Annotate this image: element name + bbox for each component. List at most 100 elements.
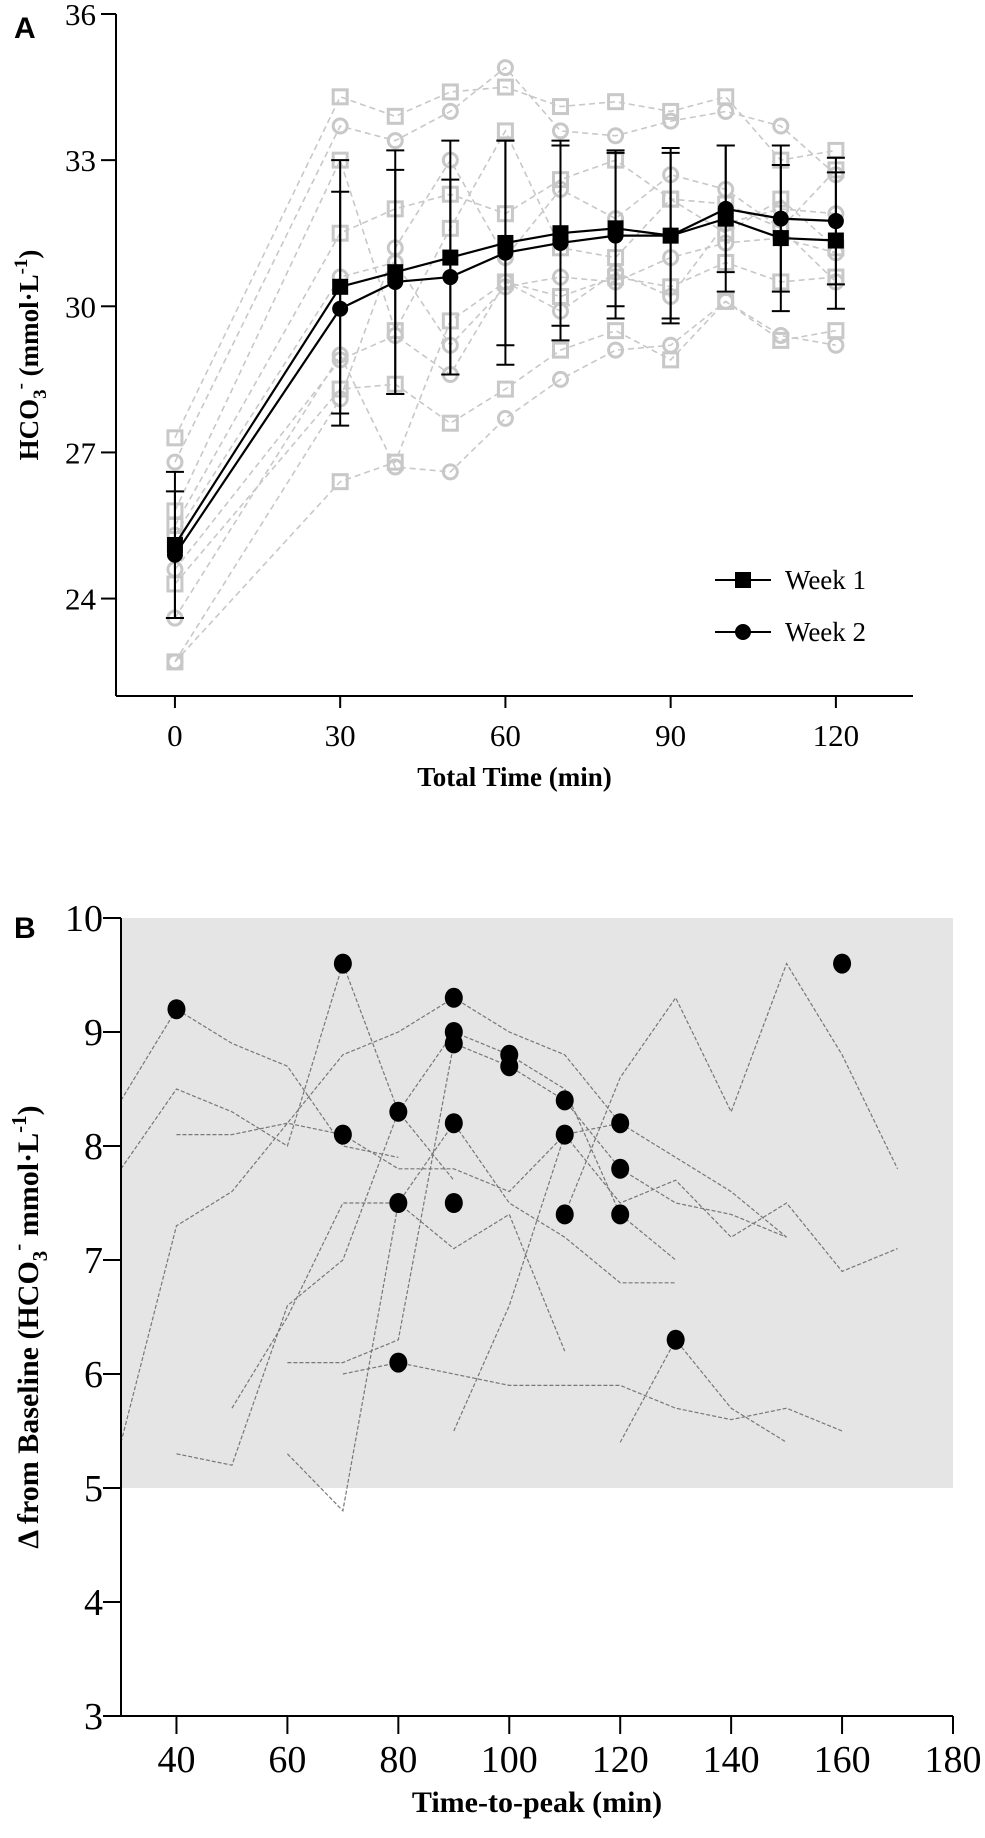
week2-marker — [607, 227, 624, 244]
peak-point — [333, 1124, 352, 1145]
normal-range-band — [122, 918, 953, 1488]
panel-a-label: A — [14, 12, 36, 45]
individual-trace — [174, 66, 837, 463]
week2-marker — [497, 244, 514, 261]
y-tick-label: 30 — [65, 289, 96, 324]
y-tick-label: 6 — [84, 1354, 103, 1396]
individual-trace — [453, 1133, 898, 1432]
individual-square-marker — [717, 88, 735, 106]
y-tick-label: 3 — [84, 1696, 103, 1738]
individual-circle-marker — [607, 341, 625, 359]
peak-point — [444, 1033, 463, 1054]
individual-circle-marker — [496, 409, 514, 427]
individual-trace — [174, 300, 837, 585]
peak-point — [333, 953, 352, 974]
individual-trace — [174, 261, 836, 663]
individual-square-marker — [662, 102, 680, 120]
individual-square-marker — [607, 322, 625, 340]
y-tick-label: 27 — [65, 435, 96, 470]
peak-point — [444, 1193, 463, 1213]
peak-point — [389, 1193, 408, 1213]
week2-marker — [332, 300, 349, 317]
individual-trace — [120, 997, 621, 1443]
week2-marker — [166, 546, 183, 563]
week2-marker — [387, 273, 404, 290]
week1-marker — [827, 232, 844, 249]
individual-square-marker — [607, 93, 625, 111]
y-tick-label: 36 — [65, 0, 96, 32]
individual-circle-marker — [166, 653, 184, 671]
individual-circle-marker — [772, 117, 790, 135]
y-axis-title: Δ from Baseline (HCO3- mmol·L-1) — [6, 1105, 53, 1548]
x-tick-label: 180 — [925, 1739, 982, 1781]
individual-circle-marker — [441, 102, 459, 120]
individual-circle-marker — [717, 102, 735, 120]
panel-b-label: B — [14, 912, 36, 945]
individual-square-marker — [827, 141, 845, 159]
x-tick-label: 120 — [592, 1739, 649, 1781]
individual-trace — [176, 1122, 787, 1238]
individual-square-marker — [551, 98, 569, 116]
peak-point — [611, 1204, 630, 1225]
x-tick-label: 60 — [490, 718, 521, 753]
peak-point — [555, 1090, 574, 1111]
x-axis-title: Time-to-peak (min) — [412, 1786, 662, 1819]
individual-circle-marker — [331, 117, 349, 135]
x-tick-label: 100 — [481, 1739, 538, 1781]
individual-circle-marker — [551, 122, 569, 140]
individual-circle-marker — [441, 463, 459, 481]
individual-square-marker — [496, 380, 514, 398]
individual-trace — [342, 1361, 843, 1432]
panel-b-chart: 3 4 5 6 7 8 9 10 40 60 80 100 120 140 160 180 Time-to-pe… — [6, 898, 982, 1819]
legend: Week 1 Week 2 — [715, 565, 866, 647]
individual-circle-marker — [386, 132, 404, 150]
individual-trace — [619, 1338, 787, 1443]
week1-marker — [332, 278, 349, 295]
week2-marker — [552, 234, 569, 251]
x-tick-label: 40 — [157, 1739, 195, 1781]
x-tick-label: 0 — [167, 718, 183, 753]
y-tick-label: 10 — [65, 898, 103, 940]
individual-trace — [286, 1122, 676, 1513]
individual-circle-marker — [496, 59, 514, 77]
y-tick-label: 24 — [65, 582, 97, 617]
x-tick-label: 160 — [814, 1739, 871, 1781]
legend-label: Week 1 — [785, 565, 866, 595]
peak-point — [611, 1113, 630, 1134]
individual-square-marker — [496, 78, 514, 96]
individual-circle-marker — [717, 292, 735, 310]
individual-trace — [174, 237, 837, 536]
peak-point — [389, 1352, 408, 1373]
individual-square-marker — [386, 107, 404, 125]
week2-marker — [827, 213, 844, 230]
individual-circle-marker — [827, 336, 845, 354]
x-tick-label: 140 — [703, 1739, 760, 1781]
individual-circle-marker — [662, 336, 680, 354]
individual-trace — [174, 86, 837, 439]
peak-point — [389, 1101, 408, 1122]
individual-square-marker — [331, 88, 349, 106]
week2-marker — [717, 200, 734, 217]
legend-label: Week 2 — [785, 617, 866, 647]
individual-square-marker — [331, 473, 349, 491]
week2-marker — [442, 269, 459, 286]
week2-marker — [662, 227, 679, 244]
x-axis-title: Total Time (min) — [417, 762, 612, 792]
x-tick-label: 80 — [379, 1739, 417, 1781]
y-tick-label: 8 — [84, 1126, 103, 1168]
individual-circle-marker — [607, 127, 625, 145]
individual-square-marker — [441, 414, 459, 432]
individual-trace — [564, 962, 899, 1215]
individual-circle-marker — [772, 327, 790, 345]
x-tick-label: 90 — [655, 718, 686, 753]
individual-trace — [120, 1008, 399, 1158]
y-tick-label: 33 — [65, 143, 96, 178]
individual-square-marker — [386, 453, 404, 471]
x-tick-label: 60 — [268, 1739, 306, 1781]
peak-point — [833, 953, 852, 974]
peak-point — [555, 1204, 574, 1225]
peak-point — [555, 1124, 574, 1145]
week2-marker — [772, 210, 789, 227]
individual-trace — [174, 300, 837, 619]
